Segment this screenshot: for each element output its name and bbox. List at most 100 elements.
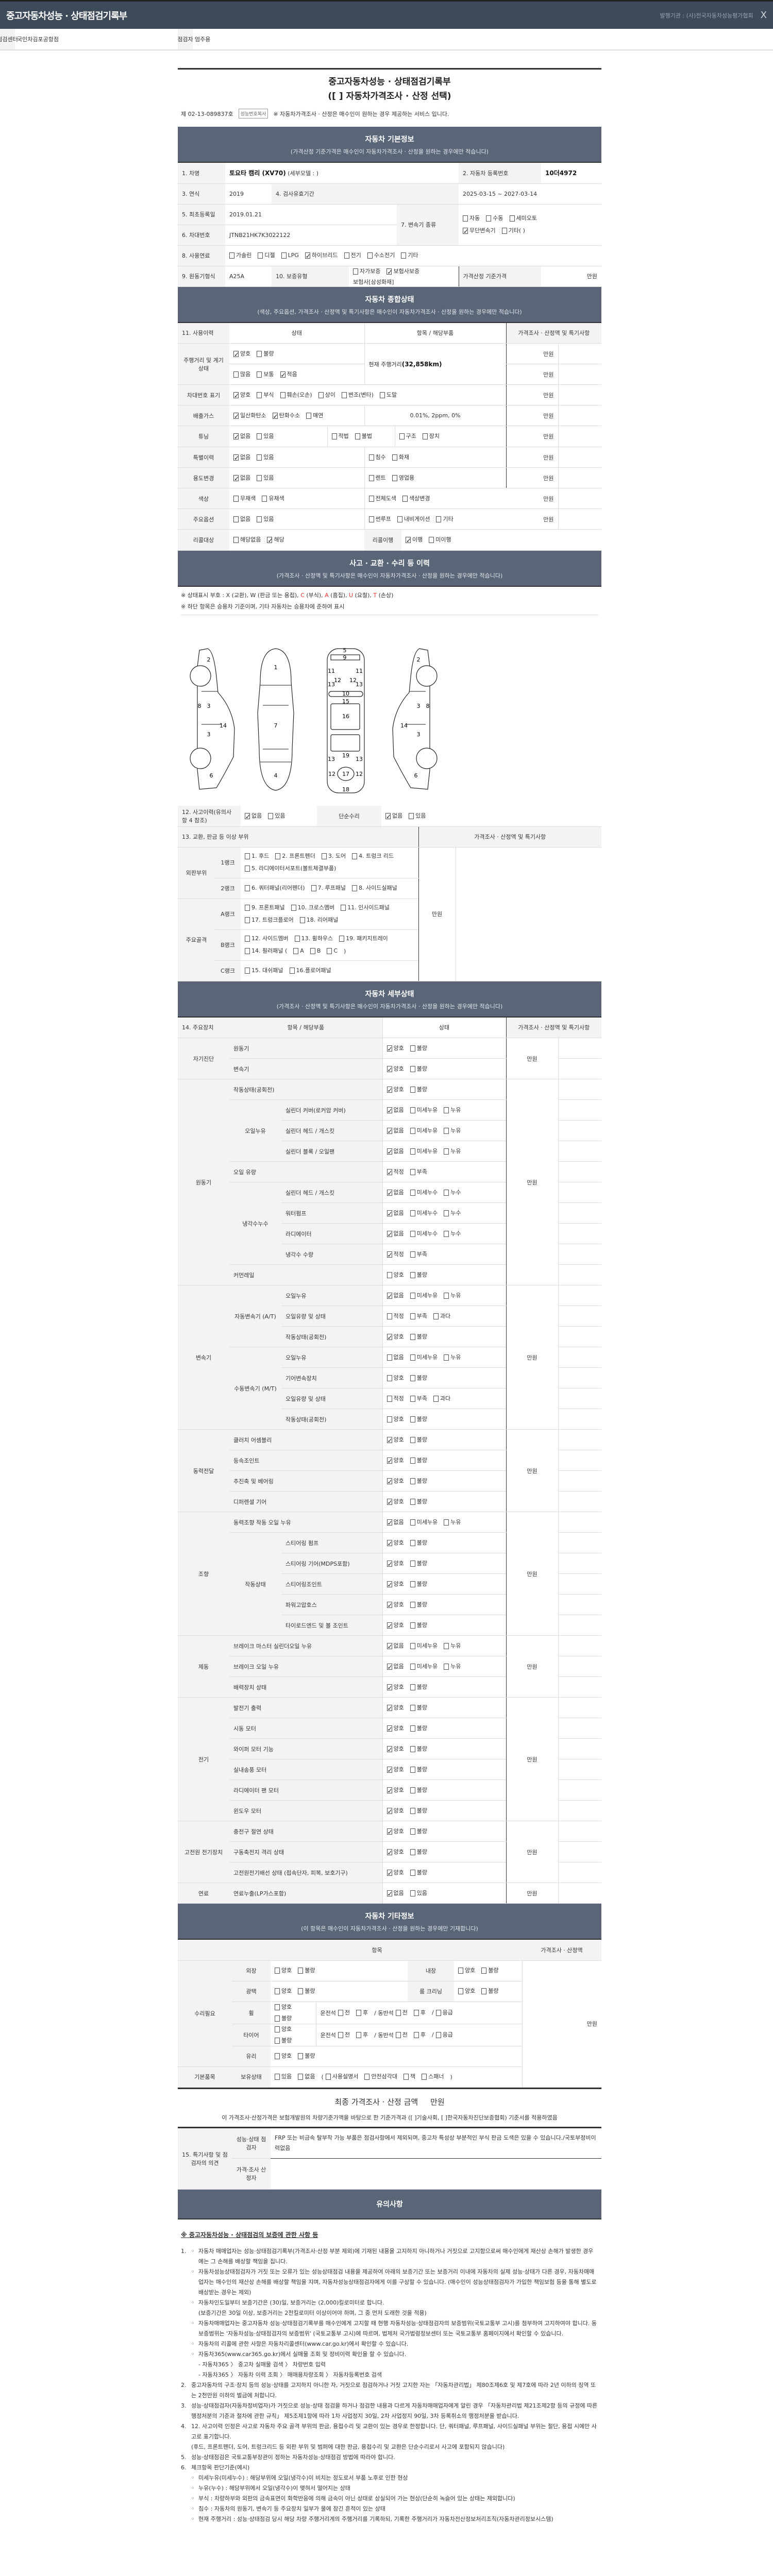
remark-cell[interactable] bbox=[558, 1182, 601, 1203]
checked-checkbox-icon[interactable] bbox=[386, 1662, 393, 1672]
checkbox-option[interactable]: 안전삼각대 bbox=[364, 2072, 397, 2082]
checkbox-icon[interactable] bbox=[291, 905, 296, 911]
checkbox-icon[interactable] bbox=[341, 392, 347, 398]
checkbox-option[interactable]: 양호 bbox=[458, 1986, 475, 1996]
checkbox-option[interactable]: 불량 bbox=[410, 1497, 427, 1507]
checkbox-icon[interactable] bbox=[386, 1313, 392, 1319]
checkbox-icon[interactable] bbox=[410, 1704, 415, 1711]
checkbox-option[interactable]: 누유 bbox=[444, 1126, 461, 1136]
checkbox-option[interactable]: 전체도색 bbox=[368, 494, 396, 504]
checked-checkbox-icon[interactable] bbox=[386, 1580, 393, 1590]
checkbox-option[interactable]: 양호 bbox=[386, 1579, 404, 1590]
remark-cell[interactable] bbox=[558, 1718, 601, 1739]
remark-cell[interactable] bbox=[558, 1347, 601, 1368]
checkbox-icon[interactable] bbox=[413, 2009, 419, 2016]
checkbox-option[interactable]: 11. 인사이드패널 bbox=[341, 903, 390, 913]
checkbox-icon[interactable] bbox=[410, 1148, 415, 1155]
checkbox-option[interactable]: 양호 bbox=[275, 1965, 292, 1976]
checkbox-option[interactable]: 적법 bbox=[331, 431, 349, 442]
remark-cell[interactable] bbox=[558, 1223, 601, 1244]
checkbox-option[interactable]: 5. 라디에이터서포트(볼트체결부품) bbox=[245, 863, 336, 874]
checkbox-option[interactable]: 양호 bbox=[386, 1476, 404, 1487]
checkbox-option[interactable]: 양호 bbox=[386, 1538, 404, 1549]
checked-checkbox-icon[interactable] bbox=[386, 1435, 393, 1446]
remark-cell[interactable] bbox=[558, 1244, 601, 1265]
checkbox-option[interactable]: 미세누수 bbox=[410, 1208, 438, 1218]
checkbox-option[interactable]: 있음 bbox=[257, 473, 274, 483]
checkbox-option[interactable]: 탄화수소 bbox=[272, 411, 300, 421]
remark-cell[interactable] bbox=[558, 1635, 601, 1656]
checkbox-option[interactable]: 적정 bbox=[386, 1167, 404, 1178]
checkbox-option[interactable]: 후 bbox=[356, 2030, 368, 2040]
checkbox-option[interactable]: 없음 bbox=[386, 1641, 404, 1652]
checkbox-option[interactable]: 불량 bbox=[410, 1579, 427, 1589]
checkbox-option[interactable]: 양호 bbox=[386, 1043, 404, 1054]
checkbox-option[interactable]: 양호 bbox=[386, 1600, 404, 1611]
checkbox-icon[interactable] bbox=[258, 252, 263, 259]
checkbox-option[interactable]: 기타 bbox=[401, 250, 418, 261]
checkbox-icon[interactable] bbox=[298, 1968, 304, 1974]
checkbox-option[interactable]: 무단변속기 bbox=[463, 226, 496, 236]
checkbox-option[interactable]: 양호 bbox=[386, 1064, 404, 1075]
checked-checkbox-icon[interactable] bbox=[386, 1786, 393, 1796]
copy-number-button[interactable]: 성능번호복사 bbox=[238, 109, 268, 118]
checkbox-option[interactable]: 불량 bbox=[257, 349, 274, 359]
remark-cell[interactable] bbox=[558, 1120, 601, 1141]
checkbox-icon[interactable] bbox=[410, 1354, 415, 1361]
checkbox-option[interactable]: 응급 bbox=[435, 2008, 453, 2018]
checkbox-option[interactable]: 양호 bbox=[275, 2002, 292, 2012]
checkbox-option[interactable]: 미세누수 bbox=[410, 1229, 438, 1239]
checkbox-icon[interactable] bbox=[397, 516, 402, 522]
remark-cell[interactable] bbox=[558, 1306, 601, 1327]
checkbox-option[interactable]: 보험사보증 bbox=[386, 266, 419, 277]
remark-cell[interactable] bbox=[558, 1450, 601, 1471]
checkbox-option[interactable]: 16.플로어패널 bbox=[289, 965, 331, 976]
checkbox-icon[interactable] bbox=[444, 1210, 449, 1216]
checkbox-option[interactable]: 없음 bbox=[233, 452, 250, 463]
checkbox-icon[interactable] bbox=[410, 1581, 415, 1587]
checked-checkbox-icon[interactable] bbox=[386, 1044, 393, 1054]
checkbox-option[interactable]: 누수 bbox=[444, 1188, 461, 1198]
checkbox-option[interactable]: 내비게이션 bbox=[397, 514, 430, 524]
checkbox-icon[interactable] bbox=[444, 1292, 449, 1299]
checkbox-icon[interactable] bbox=[435, 2031, 441, 2038]
checkbox-icon[interactable] bbox=[410, 1560, 415, 1567]
checkbox-icon[interactable] bbox=[410, 1127, 415, 1134]
checkbox-icon[interactable] bbox=[444, 1663, 449, 1670]
checkbox-option[interactable]: 불법 bbox=[355, 431, 372, 442]
checkbox-icon[interactable] bbox=[386, 1272, 392, 1278]
checkbox-icon[interactable] bbox=[395, 2009, 401, 2016]
checkbox-icon[interactable] bbox=[268, 812, 274, 819]
checkbox-icon[interactable] bbox=[229, 252, 234, 259]
checkbox-option[interactable]: 없음 bbox=[233, 514, 250, 524]
checkbox-option[interactable]: 불량 bbox=[275, 2036, 292, 2046]
checkbox-option[interactable]: 전 bbox=[338, 2008, 350, 2018]
checked-checkbox-icon[interactable] bbox=[272, 411, 278, 421]
checkbox-option[interactable]: 4. 트렁크 리드 bbox=[352, 851, 394, 861]
checkbox-option[interactable]: 과다 bbox=[433, 1311, 450, 1321]
checkbox-icon[interactable] bbox=[386, 1354, 392, 1361]
remark-cell[interactable] bbox=[558, 1780, 601, 1801]
checkbox-icon[interactable] bbox=[275, 2074, 280, 2080]
checkbox-option[interactable]: 불량 bbox=[410, 1332, 427, 1342]
checkbox-option[interactable]: 후 bbox=[356, 2008, 368, 2018]
checkbox-icon[interactable] bbox=[245, 968, 250, 974]
checkbox-option[interactable]: 불량 bbox=[275, 2013, 292, 2024]
checkbox-option[interactable]: 불량 bbox=[410, 1703, 427, 1713]
checked-checkbox-icon[interactable] bbox=[280, 370, 286, 380]
checkbox-icon[interactable] bbox=[352, 853, 358, 859]
checkbox-icon[interactable] bbox=[364, 2074, 370, 2080]
checkbox-icon[interactable] bbox=[338, 2009, 343, 2016]
close-icon[interactable]: X bbox=[760, 10, 767, 21]
remark-cell[interactable] bbox=[558, 1656, 601, 1677]
checked-checkbox-icon[interactable] bbox=[386, 1209, 393, 1219]
checkbox-option[interactable]: C bbox=[327, 946, 338, 956]
checkbox-icon[interactable] bbox=[392, 474, 397, 481]
checked-checkbox-icon[interactable] bbox=[406, 535, 411, 546]
checkbox-option[interactable]: 18. 리어패널 bbox=[299, 915, 338, 925]
checkbox-option[interactable]: 불량 bbox=[410, 1868, 427, 1878]
checked-checkbox-icon[interactable] bbox=[386, 1126, 393, 1137]
checkbox-option[interactable]: 양호 bbox=[386, 1620, 404, 1631]
checkbox-option[interactable]: 미세누유 bbox=[410, 1641, 438, 1651]
checkbox-option[interactable]: 불량 bbox=[410, 1043, 427, 1054]
